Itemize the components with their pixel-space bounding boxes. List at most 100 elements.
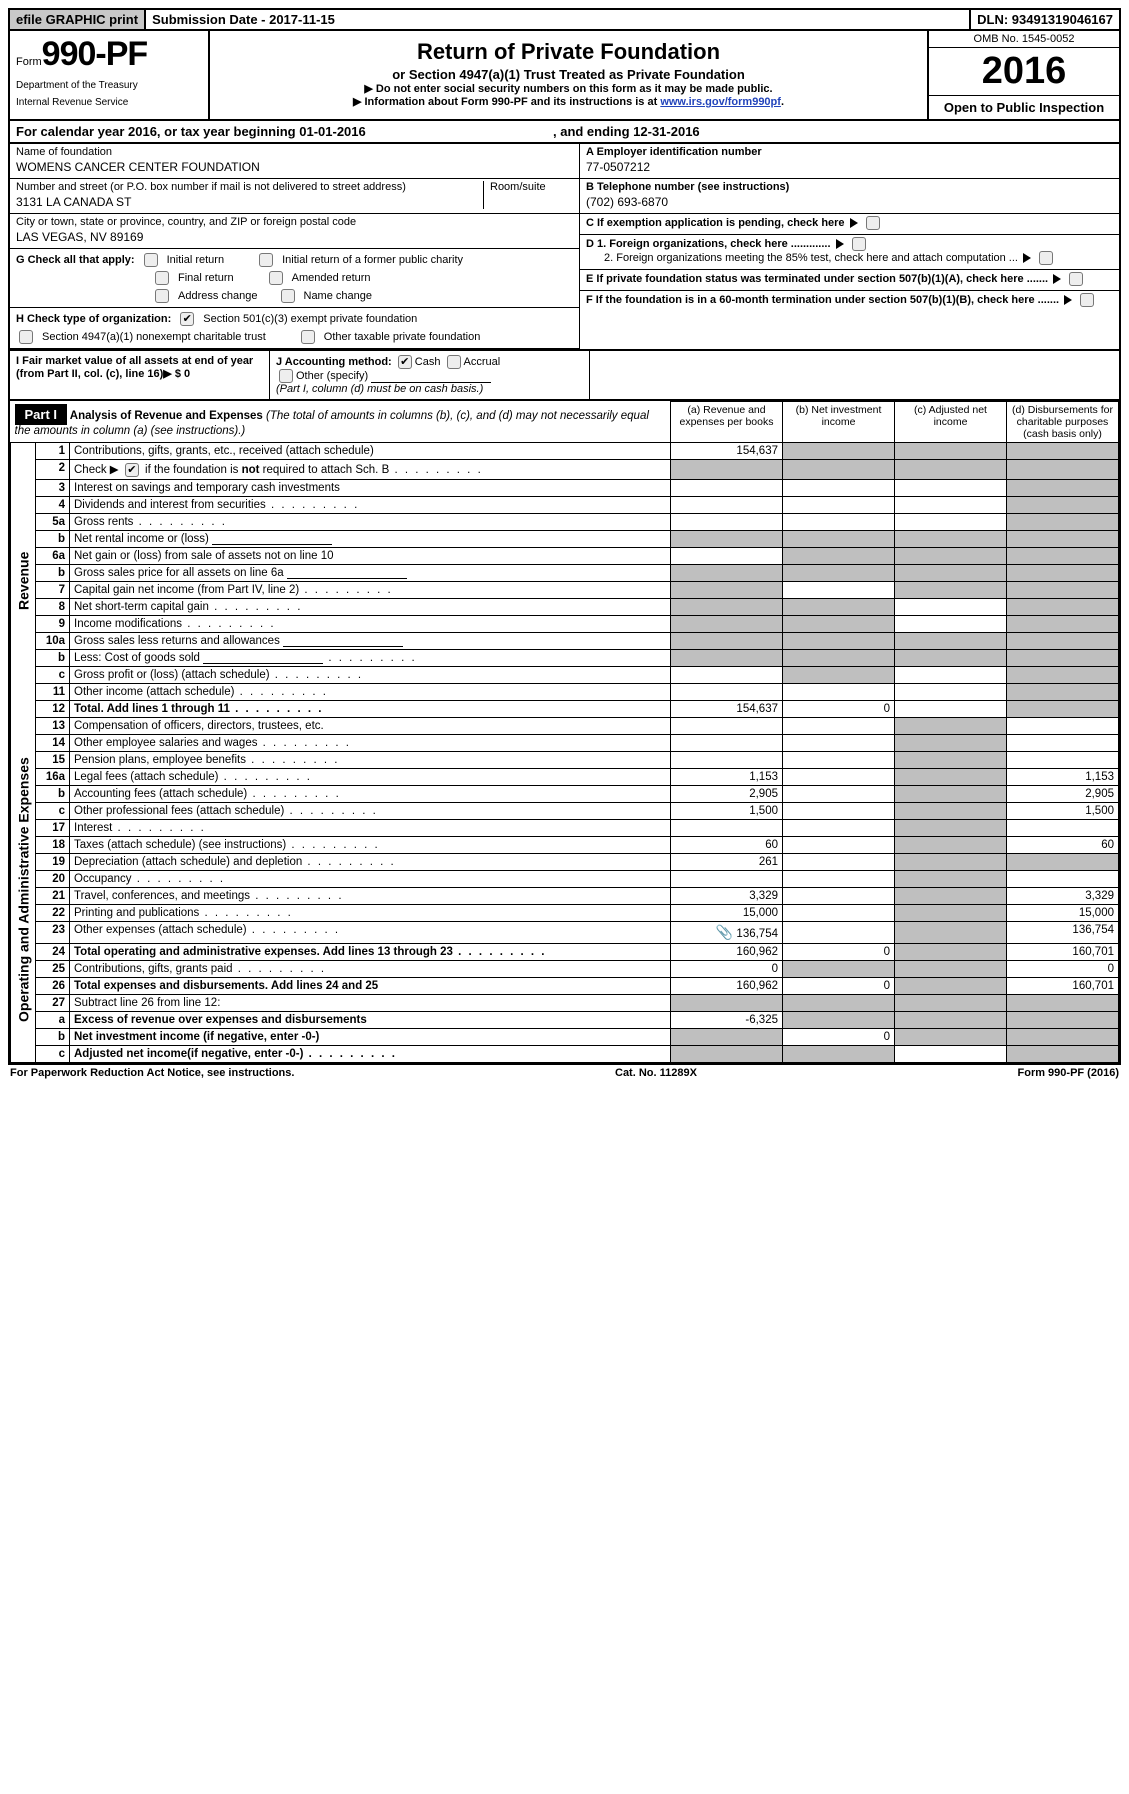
cell-col-d <box>1007 632 1119 649</box>
cell-col-d <box>1007 443 1119 460</box>
cell-col-d <box>1007 513 1119 530</box>
row-number: c <box>36 802 70 819</box>
row-number: 2 <box>36 460 70 480</box>
checkbox-60month[interactable] <box>1080 293 1094 307</box>
checkbox-amended[interactable] <box>269 271 283 285</box>
checkbox-foreign-org[interactable] <box>852 237 866 251</box>
table-row: 17Interest <box>11 819 1119 836</box>
cell-col-c <box>895 547 1007 564</box>
g-opt-0: Initial return <box>167 254 224 266</box>
cell-col-b <box>783 479 895 496</box>
room-label: Room/suite <box>490 181 573 193</box>
part1-badge: Part I <box>15 404 68 425</box>
row-description: Depreciation (attach schedule) and deple… <box>70 853 671 870</box>
header-mid: Return of Private Foundation or Section … <box>210 31 929 119</box>
checkbox-4947a1[interactable] <box>19 330 33 344</box>
checkbox-accrual[interactable] <box>447 355 461 369</box>
identification-block: Name of foundation WOMENS CANCER CENTER … <box>8 144 1121 351</box>
footer-right: Form 990-PF (2016) <box>1018 1067 1119 1079</box>
row-number: 6a <box>36 547 70 564</box>
cell-col-d <box>1007 717 1119 734</box>
table-row: 9Income modifications <box>11 615 1119 632</box>
cell-col-b <box>783 785 895 802</box>
cell-col-a <box>671 564 783 581</box>
row-number: 4 <box>36 496 70 513</box>
checkbox-exemption-pending[interactable] <box>866 216 880 230</box>
cell-col-c <box>895 751 1007 768</box>
row-description: Total operating and administrative expen… <box>70 943 671 960</box>
j-opt-accrual: Accrual <box>464 356 501 368</box>
efile-label: efile GRAPHIC print <box>10 10 146 29</box>
ein-label: A Employer identification number <box>586 146 762 158</box>
cell-col-c <box>895 887 1007 904</box>
row-number: 5a <box>36 513 70 530</box>
header-right: OMB No. 1545-0052 2016 Open to Public In… <box>929 31 1119 119</box>
cell-col-a: 154,637 <box>671 443 783 460</box>
col-b-head: (b) Net investment income <box>783 402 895 443</box>
attachment-icon[interactable]: 📎 <box>716 924 733 940</box>
table-row: 4Dividends and interest from securities <box>11 496 1119 513</box>
table-row: 2Check ▶ if the foundation is not requir… <box>11 460 1119 480</box>
row-description: Capital gain net income (from Part IV, l… <box>70 581 671 598</box>
checkbox-501c3[interactable] <box>180 312 194 326</box>
checkbox-sch-b[interactable] <box>125 463 139 477</box>
cell-col-d <box>1007 649 1119 666</box>
checkbox-other-taxable[interactable] <box>301 330 315 344</box>
checkbox-terminated[interactable] <box>1069 272 1083 286</box>
cell-col-d <box>1007 1028 1119 1045</box>
cell-col-a <box>671 1045 783 1062</box>
checkbox-cash[interactable] <box>398 355 412 369</box>
table-row: 10aGross sales less returns and allowanc… <box>11 632 1119 649</box>
cell-col-c <box>895 977 1007 994</box>
cell-col-a <box>671 615 783 632</box>
d-foreign: D 1. Foreign organizations, check here .… <box>580 235 1119 270</box>
cell-col-b <box>783 443 895 460</box>
table-row: 26Total expenses and disbursements. Add … <box>11 977 1119 994</box>
header-left: Form990-PF Department of the Treasury In… <box>10 31 210 119</box>
checkbox-initial-return[interactable] <box>144 253 158 267</box>
checkbox-address-change[interactable] <box>155 289 169 303</box>
cell-col-c <box>895 717 1007 734</box>
form-subtitle: or Section 4947(a)(1) Trust Treated as P… <box>220 67 917 82</box>
cell-col-d <box>1007 666 1119 683</box>
cell-col-b <box>783 751 895 768</box>
open-to-public: Open to Public Inspection <box>929 96 1119 119</box>
table-row: Operating and Administrative Expenses13C… <box>11 717 1119 734</box>
cell-col-a <box>671 683 783 700</box>
cell-col-d: 136,754 <box>1007 921 1119 943</box>
checkbox-final-return[interactable] <box>155 271 169 285</box>
checkbox-initial-former[interactable] <box>259 253 273 267</box>
cell-col-d: 160,701 <box>1007 977 1119 994</box>
table-row: 27Subtract line 26 from line 12: <box>11 994 1119 1011</box>
cell-col-d <box>1007 1011 1119 1028</box>
f-60month: F If the foundation is in a 60-month ter… <box>580 291 1119 311</box>
row-description: Taxes (attach schedule) (see instruction… <box>70 836 671 853</box>
cell-col-b <box>783 632 895 649</box>
irs-link[interactable]: www.irs.gov/form990pf <box>660 96 781 108</box>
row-description: Gross sales less returns and allowances <box>70 632 671 649</box>
cell-col-d <box>1007 615 1119 632</box>
arrow-icon <box>836 239 844 249</box>
table-row: 11Other income (attach schedule) <box>11 683 1119 700</box>
cell-col-b <box>783 1011 895 1028</box>
cell-col-d <box>1007 683 1119 700</box>
checkbox-other-method[interactable] <box>279 369 293 383</box>
row-description: Gross sales price for all assets on line… <box>70 564 671 581</box>
phone-label: B Telephone number (see instructions) <box>586 181 789 193</box>
submission-date: Submission Date - 2017-11-15 <box>146 10 971 29</box>
col-d-head: (d) Disbursements for charitable purpose… <box>1007 402 1119 443</box>
cell-col-c <box>895 700 1007 717</box>
cell-col-c <box>895 768 1007 785</box>
address-field: Number and street (or P.O. box number if… <box>10 179 579 214</box>
row-description: Contributions, gifts, grants paid <box>70 960 671 977</box>
checkbox-85pct[interactable] <box>1039 251 1053 265</box>
table-row: bLess: Cost of goods sold <box>11 649 1119 666</box>
row-description: Subtract line 26 from line 12: <box>70 994 671 1011</box>
cell-col-a <box>671 460 783 480</box>
checkbox-name-change[interactable] <box>281 289 295 303</box>
cell-col-c <box>895 921 1007 943</box>
cell-col-b <box>783 1045 895 1062</box>
cell-col-a <box>671 666 783 683</box>
row-description: Net short-term capital gain <box>70 598 671 615</box>
cell-col-b <box>783 802 895 819</box>
